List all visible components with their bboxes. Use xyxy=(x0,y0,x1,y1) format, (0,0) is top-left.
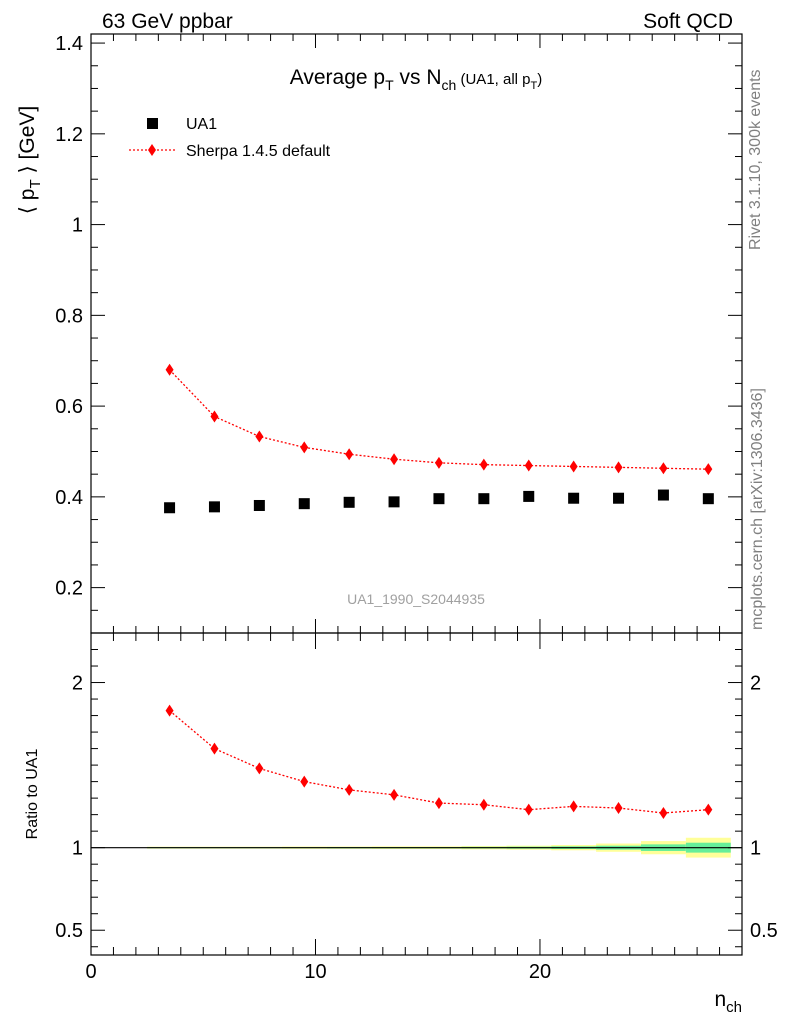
ua1-point xyxy=(613,492,625,504)
rivet-label: Rivet 3.1.10, 300k events xyxy=(747,69,764,250)
legend: UA1 Sherpa 1.4.5 default xyxy=(129,116,331,160)
ratio-point xyxy=(210,742,219,755)
sherpa-point xyxy=(614,461,623,474)
ratio-y-tick-label-right: 2 xyxy=(750,673,761,695)
x-axis-label: nch xyxy=(714,988,742,1016)
ua1-point xyxy=(253,499,265,511)
legend-sherpa-label: Sherpa 1.4.5 default xyxy=(186,143,331,160)
mcplots-label: mcplots.cern.ch [arXiv:1306.3436] xyxy=(749,388,766,630)
main-panel: 0.2 0.4 0.6 0.8 1 1.2 1.4 Average pT vs Nch (U… xyxy=(16,33,743,634)
y-tick-label: 0.8 xyxy=(55,305,83,327)
y-tick-label: 1.2 xyxy=(55,124,83,146)
sherpa-point xyxy=(300,441,309,454)
y-tick-label: 1.4 xyxy=(55,33,83,55)
ua1-point xyxy=(568,492,580,504)
legend-ua1-marker xyxy=(147,118,158,129)
y-tick-label: 1 xyxy=(72,215,83,237)
sherpa-point xyxy=(479,458,488,471)
main-title: Average pT vs Nch (UA1, all pT) xyxy=(290,66,543,93)
ua1-point xyxy=(388,496,400,508)
ratio-ticks: 0.5 0.51 12 20 10 20 xyxy=(55,632,778,983)
main-ylabel: ⟨ pT ⟩ [GeV] xyxy=(16,106,44,214)
sherpa-point xyxy=(434,456,443,469)
ua1-point xyxy=(523,490,535,502)
ratio-point xyxy=(165,704,174,717)
y-tick-label: 0.2 xyxy=(55,578,83,600)
ratio-frame xyxy=(90,632,743,956)
main-data xyxy=(164,363,714,514)
ua1-point xyxy=(657,489,669,501)
y-tick-label: 0.4 xyxy=(55,487,83,509)
ua1-point xyxy=(478,493,490,505)
legend-sherpa-marker xyxy=(148,144,156,156)
sherpa-point xyxy=(524,459,533,472)
ratio-point xyxy=(524,803,533,816)
ratio-point xyxy=(255,762,264,775)
ratio-panel: 0.5 0.51 12 20 10 20 Ratio to UA1 nch xyxy=(24,632,778,1016)
legend-ua1-label: UA1 xyxy=(186,116,217,133)
ratio-point xyxy=(659,806,668,819)
ratio-point xyxy=(434,797,443,810)
ratio-data xyxy=(165,704,713,819)
x-tick-label: 0 xyxy=(85,961,96,983)
x-tick-label: 20 xyxy=(529,961,551,983)
ratio-point xyxy=(704,803,713,816)
analysis-watermark: UA1_1990_S2044935 xyxy=(347,591,485,607)
sherpa-point xyxy=(255,430,264,443)
x-tick-label: 10 xyxy=(304,961,326,983)
ua1-point xyxy=(343,496,355,508)
ua1-point xyxy=(164,502,176,514)
sherpa-point xyxy=(569,460,578,473)
ua1-point xyxy=(433,493,445,505)
ratio-y-tick-label-right: 1 xyxy=(750,838,761,860)
sherpa-point xyxy=(165,363,174,376)
sherpa-line xyxy=(169,369,709,470)
ratio-point xyxy=(390,788,399,801)
ratio-point xyxy=(345,783,354,796)
y-tick-label: 0.6 xyxy=(55,396,83,418)
ratio-point xyxy=(569,800,578,813)
ratio-point xyxy=(300,775,309,788)
sherpa-point xyxy=(210,410,219,423)
sherpa-point xyxy=(345,448,354,461)
ratio-point xyxy=(614,802,623,815)
main-ticks: 0.2 0.4 0.6 0.8 1 1.2 1.4 xyxy=(55,33,743,634)
ratio-y-tick-label: 2 xyxy=(72,673,83,695)
ratio-point xyxy=(479,798,488,811)
ratio-ylabel: Ratio to UA1 xyxy=(24,749,41,840)
header-right: Soft QCD xyxy=(643,10,733,33)
header-left: 63 GeV ppbar xyxy=(102,10,233,33)
sherpa-point xyxy=(390,453,399,466)
ratio-y-tick-label: 0.5 xyxy=(55,920,83,942)
ratio-y-tick-label-right: 0.5 xyxy=(750,920,778,942)
sherpa-point xyxy=(704,463,713,476)
ratio-y-tick-label: 1 xyxy=(72,838,83,860)
ua1-point xyxy=(208,501,220,513)
ua1-point xyxy=(298,498,310,510)
sherpa-point xyxy=(659,462,668,475)
ua1-point xyxy=(702,493,714,505)
